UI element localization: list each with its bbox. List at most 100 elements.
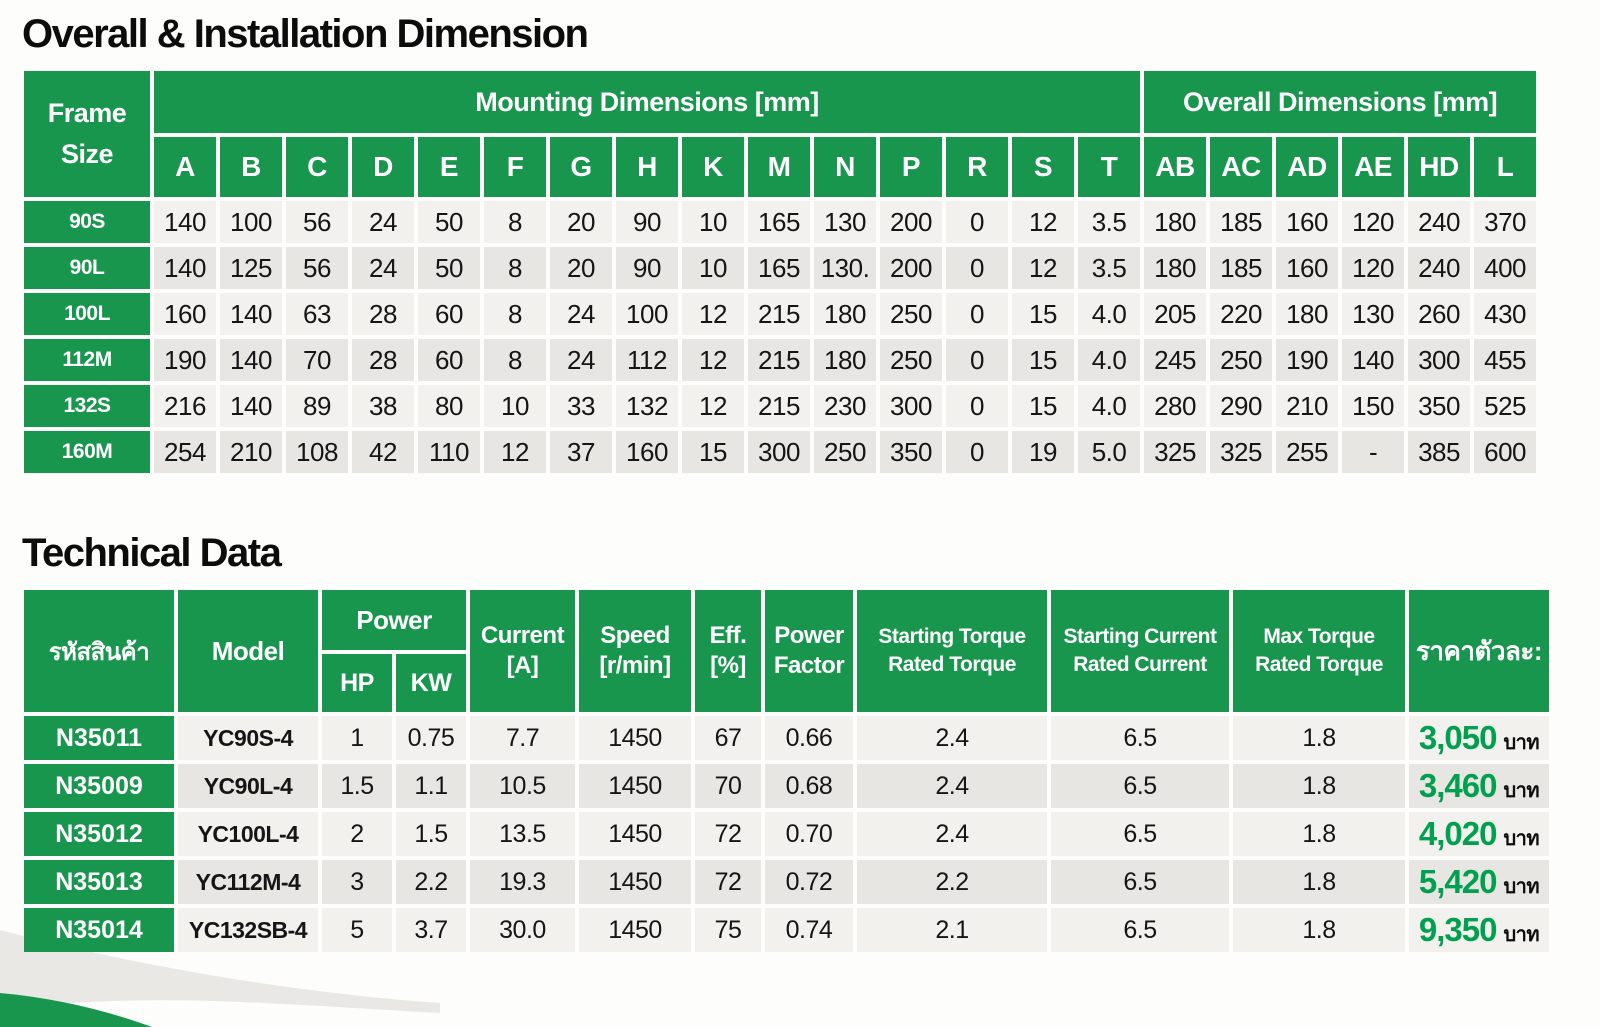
table-cell: 210 <box>1276 385 1339 427</box>
table-cell: 37 <box>550 431 612 473</box>
table-cell: 12 <box>682 293 744 335</box>
product-code-label: N35009 <box>24 764 174 808</box>
efficiency-header-line1: Eff. <box>709 622 747 649</box>
table-cell: 0 <box>946 385 1008 427</box>
column-header-ab: AB <box>1144 137 1207 197</box>
model-header: Model <box>178 590 318 712</box>
model-cell: YC112M-4 <box>178 860 318 904</box>
table-cell: 210 <box>220 431 282 473</box>
table-cell: 63 <box>286 293 348 335</box>
starting-current-cell: 6.5 <box>1051 860 1229 904</box>
frame-size-label: 160M <box>24 431 150 473</box>
starting-torque-header-line2: Rated Torque <box>888 653 1016 676</box>
table-cell: 140 <box>220 385 282 427</box>
column-header-hd: HD <box>1408 137 1471 197</box>
table-cell: 8 <box>484 247 546 289</box>
table-cell: 4.0 <box>1078 385 1141 427</box>
speed-header-line1: Speed <box>600 622 670 649</box>
table-cell: 12 <box>682 339 744 381</box>
table-cell: 10 <box>682 201 744 243</box>
table-cell: 180 <box>1144 201 1207 243</box>
column-header-b: B <box>220 137 282 197</box>
starting-current-cell: 6.5 <box>1051 764 1229 808</box>
column-header-g: G <box>550 137 612 197</box>
starting-torque-cell: 2.4 <box>857 764 1047 808</box>
table-cell: 325 <box>1144 431 1207 473</box>
column-header-t: T <box>1078 137 1141 197</box>
power-factor-cell: 0.66 <box>765 716 853 760</box>
table-cell: 90 <box>616 201 678 243</box>
starting-torque-header-line1: Starting Torque <box>878 624 1026 648</box>
price-value: 9,350 <box>1418 910 1498 948</box>
price-cell: 5,420 บาท <box>1409 860 1549 904</box>
table-cell: 4.0 <box>1078 339 1141 381</box>
price-value: 4,020 <box>1418 814 1498 852</box>
kw-cell: 1.5 <box>396 812 466 856</box>
table-row: N35011 YC90S-4 1 0.75 7.7 1450 67 0.66 2… <box>24 716 1549 760</box>
table-cell: 120 <box>1342 247 1405 289</box>
table-cell: 185 <box>1210 201 1273 243</box>
power-factor-header: Power Factor <box>765 590 853 712</box>
column-header-f: F <box>484 137 546 197</box>
table-cell: 50 <box>418 247 480 289</box>
table-cell: 205 <box>1144 293 1207 335</box>
efficiency-header: Eff. [%] <box>695 590 761 712</box>
frame-size-label: 100L <box>24 293 150 335</box>
column-header-s: S <box>1012 137 1074 197</box>
table-cell: 8 <box>484 339 546 381</box>
table-cell: 15 <box>1012 293 1074 335</box>
table-cell: 89 <box>286 385 348 427</box>
table-cell: 130 <box>1342 293 1405 335</box>
table-cell: 10 <box>682 247 744 289</box>
model-cell: YC132SB-4 <box>178 908 318 952</box>
table-cell: 250 <box>1210 339 1273 381</box>
price-cell: 3,050 บาท <box>1409 716 1549 760</box>
table-cell: 140 <box>220 339 282 381</box>
table-row: N35013 YC112M-4 3 2.2 19.3 1450 72 0.72 … <box>24 860 1549 904</box>
table-cell: 38 <box>352 385 414 427</box>
table-cell: 8 <box>484 293 546 335</box>
price-cell: 4,020 บาท <box>1409 812 1549 856</box>
table-cell: 56 <box>286 201 348 243</box>
power-factor-cell: 0.68 <box>765 764 853 808</box>
table-cell: 370 <box>1474 201 1537 243</box>
table-cell: 28 <box>352 293 414 335</box>
table-cell: 455 <box>1474 339 1537 381</box>
current-cell: 13.5 <box>470 812 575 856</box>
overall-dimensions-group-header: Overall Dimensions [mm] <box>1144 71 1537 133</box>
current-header: Current [A] <box>470 590 575 712</box>
dimension-table: Frame Size Mounting Dimensions [mm] Over… <box>20 67 1540 477</box>
table-cell: 430 <box>1474 293 1537 335</box>
price-unit: บาท <box>1503 923 1540 946</box>
table-row: N35012 YC100L-4 2 1.5 13.5 1450 72 0.70 … <box>24 812 1549 856</box>
table-cell: 245 <box>1144 339 1207 381</box>
speed-cell: 1450 <box>579 716 691 760</box>
table-cell: 350 <box>880 431 942 473</box>
table-cell: 600 <box>1474 431 1537 473</box>
frame-size-header-line1: Frame <box>47 97 127 128</box>
frame-size-label: 132S <box>24 385 150 427</box>
power-factor-cell: 0.74 <box>765 908 853 952</box>
table-cell: 100 <box>616 293 678 335</box>
column-header-e: E <box>418 137 480 197</box>
product-code-header: รหัสสินค้า <box>24 590 174 712</box>
table-cell: 240 <box>1408 201 1471 243</box>
catalog-page: Overall & Installation Dimension Frame S… <box>20 12 1549 952</box>
table-row: 112M 190 140 70 28 60 8 24 112 12 215 18… <box>24 339 1537 381</box>
table-cell: 325 <box>1210 431 1273 473</box>
table-cell: 140 <box>154 201 216 243</box>
table-cell: 160 <box>616 431 678 473</box>
table-cell: 0 <box>946 339 1008 381</box>
efficiency-cell: 72 <box>695 860 761 904</box>
table-cell: 255 <box>1276 431 1339 473</box>
column-header-c: C <box>286 137 348 197</box>
table-cell: 80 <box>418 385 480 427</box>
table-cell: 4.0 <box>1078 293 1141 335</box>
table-cell: 24 <box>550 339 612 381</box>
table-cell: 180 <box>814 293 876 335</box>
table-cell: 160 <box>1276 247 1339 289</box>
table-cell: 254 <box>154 431 216 473</box>
model-cell: YC100L-4 <box>178 812 318 856</box>
price-value: 3,460 <box>1418 766 1498 804</box>
table-cell: 300 <box>880 385 942 427</box>
